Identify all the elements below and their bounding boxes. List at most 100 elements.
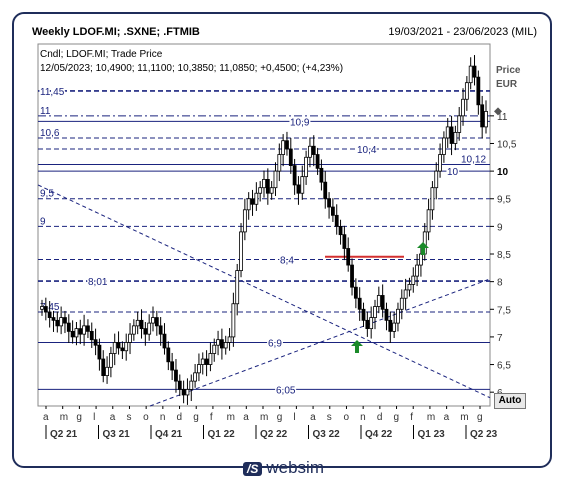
candle-body [315, 154, 320, 169]
level-label: 6,9 [268, 338, 282, 349]
candle-body [181, 389, 186, 396]
level-label: 10,9 [290, 117, 310, 128]
last-price-marker [494, 107, 502, 116]
candle-body [464, 82, 469, 100]
candle-body [235, 270, 240, 305]
chart-title: Weekly LDOF.MI; .SXNE; .FTMIB [32, 26, 200, 38]
candle-body [292, 165, 297, 186]
candle-body [231, 303, 236, 338]
candle-body [373, 306, 377, 318]
candle-body [472, 65, 477, 78]
candle-body [189, 380, 194, 390]
x-tick-label: a [243, 412, 249, 423]
quarter-label: Q2 21 [50, 429, 78, 440]
level-label: 10,12 [461, 154, 486, 165]
quarter-label: Q2 22 [260, 429, 288, 440]
candle-body [204, 358, 209, 365]
buy-arrow-icon [417, 242, 429, 255]
candle-body [269, 187, 274, 194]
candle-body [193, 372, 198, 382]
brand-footer: /S websim [0, 458, 567, 478]
x-tick-label: g [76, 412, 82, 423]
quarter-label: Q4 21 [155, 429, 183, 440]
date-range: 19/03/2021 - 23/06/2023 (MIL) [388, 26, 537, 38]
candle-body [338, 225, 343, 236]
candle-body [158, 325, 163, 335]
candle-body [66, 322, 71, 332]
quarter-label: Q3 21 [103, 429, 131, 440]
rising-trendline [149, 278, 491, 407]
candle-body [350, 264, 354, 288]
candle-body [262, 179, 266, 189]
x-tick-label: a [310, 412, 316, 423]
candle-body [116, 342, 121, 349]
x-tick-label: m [60, 412, 68, 423]
candle-body [438, 154, 442, 172]
candle-body [449, 126, 454, 144]
candle-body [430, 187, 435, 211]
candle-body [51, 317, 56, 321]
candle-body [59, 317, 64, 327]
candle-body [288, 148, 293, 166]
candle-body [365, 319, 370, 330]
quarter-label: Q1 22 [208, 429, 236, 440]
auto-scale-button[interactable]: Auto [494, 393, 526, 409]
x-tick-label: a [43, 412, 49, 423]
level-label: 9,5 [40, 189, 54, 200]
candle-body [476, 76, 481, 106]
candle-body [93, 339, 98, 346]
candle-body [151, 317, 155, 324]
candle-body [484, 111, 488, 128]
candle-body [47, 311, 52, 318]
candle-body [250, 198, 255, 205]
candle-body [357, 297, 362, 310]
candle-body [327, 198, 331, 208]
y-tick-label: 8 [497, 278, 503, 289]
x-tick-label: g [477, 412, 483, 423]
candle-body [162, 333, 167, 349]
x-tick-label: o [143, 412, 149, 423]
candle-body [147, 322, 152, 335]
candle-body [166, 347, 171, 363]
candle-body [239, 231, 243, 271]
chart-frame [12, 12, 552, 468]
y-tick-label: 9 [497, 222, 503, 233]
candle-body [361, 308, 366, 321]
candle-body [70, 330, 75, 338]
candle-body [108, 353, 113, 368]
level-label: 8,4 [280, 256, 294, 267]
candle-body [426, 209, 431, 233]
falling-trendline [37, 184, 491, 399]
x-tick-label: m [260, 412, 268, 423]
candle-body [40, 306, 44, 310]
y-tick-label: 7,5 [497, 305, 511, 316]
y-tick-label: 10 [497, 167, 509, 178]
candle-body [281, 140, 286, 155]
x-tick-label: g [277, 412, 283, 423]
candle-body [265, 179, 270, 194]
candle-body [154, 317, 159, 327]
candle-body [246, 198, 251, 211]
candle-body [63, 317, 67, 324]
candle-body [143, 328, 148, 335]
candle-body [112, 342, 117, 354]
candle-body [197, 364, 201, 374]
candle-body [323, 181, 328, 200]
x-tick-label: m [227, 412, 235, 423]
candle-body [376, 295, 381, 307]
candle-body [457, 115, 462, 133]
candle-body [170, 361, 175, 371]
candle-body [227, 336, 232, 343]
level-label: 10,4 [357, 145, 377, 156]
quarter-label: Q3 22 [313, 429, 341, 440]
candle-body [219, 339, 224, 349]
quarter-label: Q1 23 [418, 429, 446, 440]
candle-body [82, 325, 87, 335]
candle-body [97, 344, 102, 360]
candle-body [346, 248, 351, 266]
y-tick-label: 10,5 [497, 139, 517, 150]
candle-body [139, 319, 144, 330]
x-tick-label: g [193, 412, 199, 423]
candle-body [419, 253, 423, 266]
